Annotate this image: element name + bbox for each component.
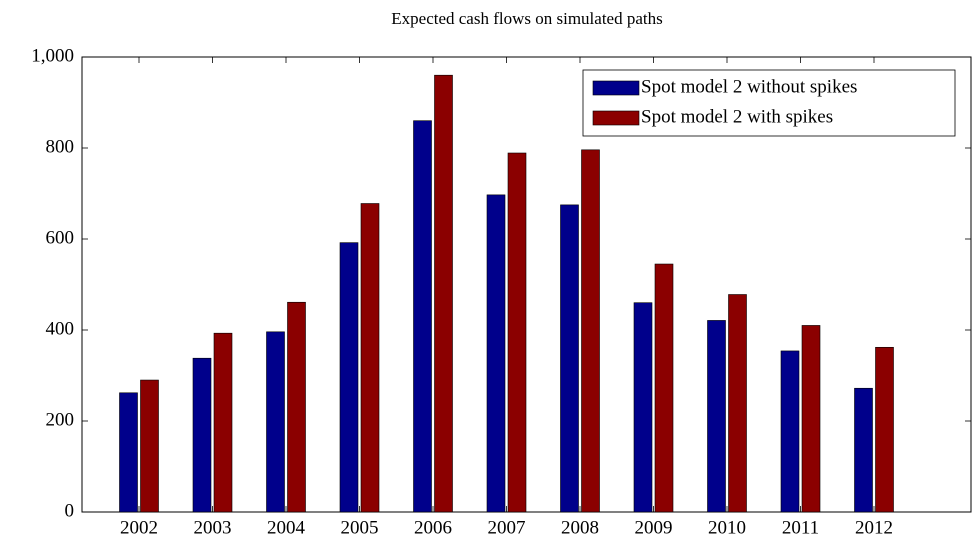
plot-frame: [81, 56, 972, 513]
legend-swatch: [592, 80, 640, 96]
bar: [192, 357, 212, 513]
legend-label: Spot model 2 with spikes: [641, 106, 833, 127]
bar: [434, 74, 453, 513]
bar: [728, 294, 747, 513]
y-tick-label: 600: [46, 227, 75, 248]
bar: [119, 392, 138, 513]
legend-swatch: [592, 110, 640, 126]
x-tick-label: 2003: [194, 517, 232, 538]
x-tick-label: 2008: [561, 517, 599, 538]
bar: [633, 302, 653, 513]
legend-label: Spot model 2 without spikes: [641, 76, 857, 97]
chart-title: Expected cash flows on simulated paths: [391, 9, 662, 28]
bar: [339, 242, 359, 513]
x-tick-label: 2010: [708, 517, 746, 538]
bar: [413, 120, 432, 513]
y-tick-label: 200: [46, 409, 75, 430]
bar: [266, 331, 285, 513]
x-tick-label: 2011: [782, 517, 819, 538]
x-tick-label: 2012: [855, 517, 893, 538]
legend-box: [582, 69, 956, 137]
x-tick-label: 2006: [414, 517, 452, 538]
bar: [854, 387, 873, 513]
bar: [213, 332, 233, 513]
bar: [140, 379, 159, 513]
bar: [560, 204, 579, 513]
x-tick-label: 2005: [341, 517, 379, 538]
bar: [654, 263, 674, 513]
x-tick-label: 2002: [120, 517, 158, 538]
bar: [581, 149, 600, 513]
bar: [287, 301, 306, 513]
bar: [801, 325, 821, 513]
y-tick-label: 800: [46, 136, 75, 157]
y-tick-label: 1,000: [31, 45, 74, 66]
bar: [507, 152, 527, 513]
bar: [486, 194, 506, 513]
x-tick-label: 2009: [635, 517, 673, 538]
y-tick-label: 400: [46, 318, 75, 339]
bar: [707, 320, 726, 513]
x-tick-label: 2004: [267, 517, 306, 538]
y-tick-label: 0: [65, 500, 75, 521]
bar: [360, 203, 380, 513]
bar: [875, 346, 894, 513]
bar: [780, 350, 800, 513]
x-tick-label: 2007: [488, 517, 526, 538]
